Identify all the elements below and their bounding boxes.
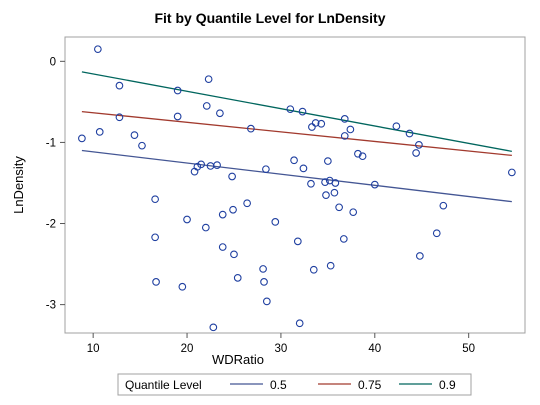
x-tick-label: 30 — [275, 343, 288, 355]
data-point — [331, 179, 340, 187]
data-point — [311, 119, 320, 127]
data-point — [293, 237, 302, 246]
data-point — [405, 129, 414, 138]
y-axis-label: LnDensity — [11, 156, 26, 214]
data-point — [152, 278, 160, 286]
data-point — [228, 172, 236, 181]
data-point — [370, 180, 379, 189]
plot-frame — [64, 36, 526, 334]
data-point — [307, 179, 315, 188]
data-point — [317, 119, 326, 128]
data-point — [330, 188, 339, 197]
data-point — [178, 282, 187, 291]
data-point — [204, 75, 213, 84]
data-point — [326, 261, 335, 270]
legend-label-0-75: 0.75 — [358, 378, 382, 392]
data-point — [349, 208, 358, 217]
data-point — [415, 141, 423, 149]
data-point — [339, 235, 348, 243]
y-tick-label: 0 — [50, 56, 56, 68]
x-axis-label: WDRatio — [212, 352, 264, 367]
data-point — [322, 191, 330, 199]
x-tick-label: 10 — [87, 343, 100, 355]
data-point — [173, 86, 182, 95]
data-point — [358, 152, 367, 161]
data-point — [209, 323, 218, 332]
x-tick-label: 50 — [462, 343, 475, 355]
x-tick-label: 20 — [181, 343, 194, 355]
data-point — [218, 243, 227, 251]
data-point — [197, 160, 205, 169]
data-point — [295, 319, 304, 328]
data-point — [354, 149, 362, 158]
data-point — [78, 134, 86, 143]
fit-line-0-5 — [81, 149, 512, 203]
data-point — [115, 81, 124, 90]
data-point — [94, 45, 102, 54]
data-point — [218, 210, 227, 219]
data-point — [416, 252, 424, 260]
legend-label-0-9: 0.9 — [439, 378, 456, 392]
data-point — [115, 113, 124, 122]
data-point — [335, 203, 343, 212]
data-point — [247, 124, 255, 133]
x-tick-label: 40 — [368, 343, 381, 355]
data-point — [216, 109, 224, 118]
data-point — [243, 199, 251, 208]
legend: Quantile Level 0.5 0.75 0.9 — [117, 373, 472, 396]
data-point — [286, 105, 295, 114]
data-point — [229, 205, 237, 214]
data-point — [439, 201, 448, 210]
data-point — [432, 229, 441, 238]
y-tick-label: -2 — [46, 219, 56, 231]
data-point — [508, 168, 516, 177]
data-point — [308, 123, 316, 131]
data-point — [271, 218, 280, 226]
data-point — [340, 115, 349, 123]
data-point — [202, 102, 211, 110]
data-point — [392, 122, 401, 131]
data-point — [309, 265, 318, 274]
data-point — [412, 149, 420, 157]
quantile-fit-lines — [81, 71, 512, 203]
data-point — [299, 164, 308, 173]
data-point — [346, 125, 355, 134]
data-point — [233, 274, 242, 282]
data-point — [213, 161, 221, 169]
data-point — [262, 297, 271, 306]
data-point — [290, 156, 298, 165]
data-point — [151, 195, 159, 204]
data-point — [151, 233, 159, 242]
data-point — [193, 162, 202, 171]
data-point — [321, 178, 329, 187]
data-point — [173, 112, 182, 121]
data-point — [262, 165, 270, 174]
legend-label-0-5: 0.5 — [270, 378, 287, 392]
chart-title: Fit by Quantile Level for LnDensity — [154, 10, 385, 26]
data-point — [324, 157, 332, 165]
data-point — [138, 141, 146, 150]
data-point — [259, 265, 267, 273]
legend-items: 0.5 0.75 0.9 — [230, 378, 456, 392]
data-point — [260, 278, 268, 286]
data-point — [340, 132, 349, 140]
data-point — [95, 128, 104, 136]
data-points — [78, 45, 516, 332]
fit-line-0-75 — [81, 110, 512, 157]
y-axis: 0 -1 -2 -3 — [46, 56, 65, 312]
data-point — [230, 250, 238, 259]
legend-frame — [117, 373, 472, 396]
y-tick-label: -3 — [46, 300, 56, 312]
y-tick-label: -1 — [46, 137, 56, 149]
legend-title: Quantile Level — [125, 378, 202, 392]
data-point — [183, 215, 191, 224]
x-axis: 10 20 30 40 50 — [87, 333, 475, 355]
data-point — [130, 131, 139, 139]
data-point — [201, 223, 210, 232]
data-point — [298, 107, 307, 116]
fit-line-0-9 — [81, 71, 512, 152]
